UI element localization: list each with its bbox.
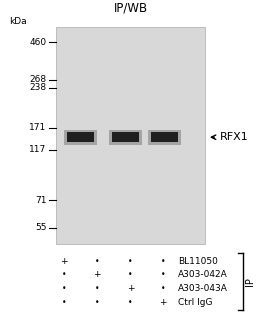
Bar — [109, 129, 142, 145]
Text: 71: 71 — [35, 196, 47, 205]
Bar — [112, 132, 139, 142]
Text: RFX1: RFX1 — [220, 132, 248, 142]
Text: kDa: kDa — [9, 17, 26, 26]
Text: BL11050: BL11050 — [178, 257, 218, 266]
Bar — [151, 132, 178, 142]
Text: •: • — [62, 298, 66, 307]
Text: +: + — [127, 284, 134, 293]
Text: •: • — [161, 284, 165, 293]
Text: •: • — [161, 270, 165, 279]
Text: 460: 460 — [29, 38, 47, 47]
Text: A303-042A: A303-042A — [178, 270, 228, 279]
Text: •: • — [94, 284, 99, 293]
Text: 55: 55 — [35, 223, 47, 232]
Text: Ctrl IgG: Ctrl IgG — [178, 298, 213, 307]
Bar — [148, 129, 180, 145]
Text: •: • — [94, 257, 99, 266]
Text: •: • — [62, 284, 66, 293]
Text: 117: 117 — [29, 145, 47, 154]
Text: •: • — [161, 257, 165, 266]
Text: A303-043A: A303-043A — [178, 284, 228, 293]
Text: 268: 268 — [29, 75, 47, 84]
Text: +: + — [159, 298, 167, 307]
Text: •: • — [128, 257, 133, 266]
Bar — [67, 132, 93, 142]
Text: 171: 171 — [29, 123, 47, 132]
Text: IP: IP — [245, 277, 255, 286]
Text: •: • — [94, 298, 99, 307]
Bar — [64, 129, 97, 145]
Text: 238: 238 — [29, 83, 47, 92]
Text: •: • — [62, 270, 66, 279]
Text: +: + — [60, 257, 68, 266]
Bar — [57, 27, 205, 244]
Text: IP/WB: IP/WB — [113, 2, 147, 14]
Text: •: • — [128, 298, 133, 307]
Text: +: + — [93, 270, 100, 279]
Text: •: • — [128, 270, 133, 279]
